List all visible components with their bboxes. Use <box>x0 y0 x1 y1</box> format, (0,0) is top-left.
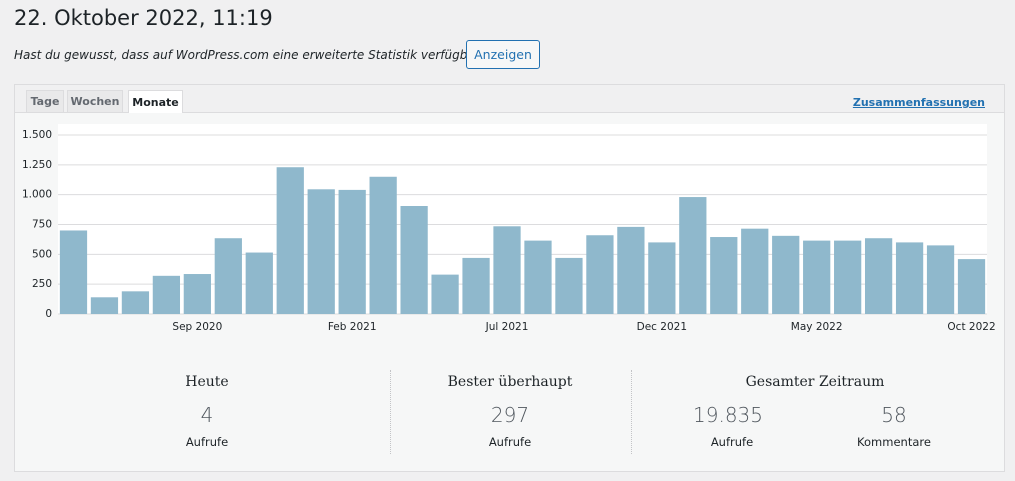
summary-link[interactable]: Zusammenfassungen <box>852 96 985 109</box>
y-tick-label: 1.250 <box>22 159 52 171</box>
bar <box>307 189 335 314</box>
tab[interactable]: Wochen <box>67 90 123 112</box>
bar <box>245 252 273 314</box>
bar <box>617 226 645 314</box>
stat-label: Aufrufe <box>488 435 532 449</box>
stat-label: Aufrufe <box>185 435 229 449</box>
stat-title: Heute <box>185 374 229 390</box>
bar <box>803 240 831 314</box>
x-tick-label: Dec 2021 <box>637 321 687 333</box>
x-tick-label: Feb 2021 <box>328 321 377 333</box>
y-tick-label: 500 <box>32 248 52 260</box>
x-tick-label: Jul 2021 <box>485 321 529 333</box>
bar <box>400 206 428 314</box>
bar <box>772 235 800 314</box>
bar <box>338 189 366 314</box>
bar <box>431 274 459 314</box>
stat-label: Kommentare <box>857 435 931 449</box>
bar <box>710 237 738 314</box>
tab[interactable]: Tage <box>26 90 64 112</box>
stat-value: 297 <box>490 403 530 427</box>
y-tick-label: 1.000 <box>22 189 52 201</box>
bar <box>741 228 769 314</box>
bar <box>648 242 676 314</box>
bar <box>555 257 583 314</box>
show-button[interactable]: Anzeigen <box>466 40 540 69</box>
bar <box>926 245 955 314</box>
bar <box>864 238 893 314</box>
x-tick-label: May 2022 <box>791 321 843 333</box>
bar <box>586 235 614 314</box>
chart: 0 250 500 750 1.000 1.250 1.500 Sep 2020 Feb 202… <box>21 124 996 333</box>
y-tick-label: 1.500 <box>22 129 52 141</box>
stat-value: 4 <box>200 403 214 427</box>
bar <box>679 197 707 314</box>
bar <box>121 291 150 314</box>
bar <box>895 242 924 314</box>
bar <box>957 259 986 314</box>
stat-title: Bester überhaupt <box>447 374 573 390</box>
bar <box>834 240 862 314</box>
bar <box>152 275 181 314</box>
y-tick-label: 750 <box>32 219 52 231</box>
page-title: 22. Oktober 2022, 11:19 <box>14 6 273 30</box>
stat-label: Aufrufe <box>710 435 754 449</box>
bar <box>524 240 552 314</box>
plot-area <box>58 124 987 314</box>
x-tick-label: Sep 2020 <box>172 321 222 333</box>
bar <box>493 226 521 314</box>
bar <box>90 297 119 314</box>
divider <box>390 370 391 454</box>
stat-value: 19.835 <box>693 403 763 427</box>
y-tick-label: 250 <box>32 278 52 290</box>
bar <box>59 230 88 314</box>
y-tick-label: 0 <box>45 308 52 320</box>
bar <box>462 257 490 314</box>
bar <box>183 274 211 314</box>
tab-active[interactable]: Monate <box>128 90 183 113</box>
bar <box>369 176 397 314</box>
x-tick-label: Oct 2022 <box>947 321 995 333</box>
notice: Hast du gewusst, dass auf WordPress.com … <box>14 48 505 62</box>
divider <box>631 370 632 454</box>
stat-value: 58 <box>881 403 907 427</box>
bar <box>214 238 242 314</box>
bar <box>276 167 304 314</box>
stat-title: Gesamter Zeitraum <box>745 374 885 390</box>
